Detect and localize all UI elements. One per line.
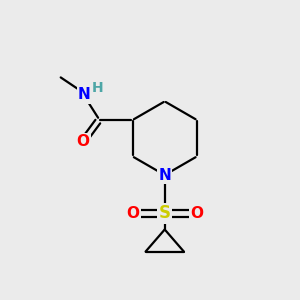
Text: N: N (78, 87, 91, 102)
Text: O: O (126, 206, 140, 221)
Text: O: O (190, 206, 203, 221)
Text: O: O (76, 134, 89, 149)
Text: H: H (92, 81, 103, 95)
Text: N: N (158, 167, 171, 182)
Text: S: S (159, 204, 171, 222)
